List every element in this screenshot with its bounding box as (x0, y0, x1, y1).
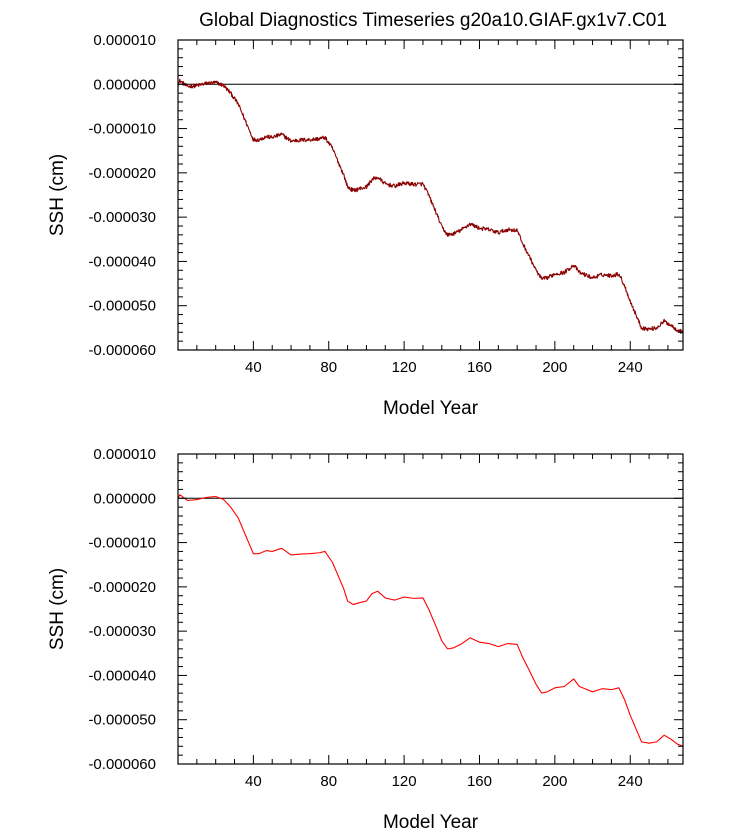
plot-frame (177, 39, 684, 351)
x-tick-label: 40 (245, 773, 262, 790)
x-axis-title: Model Year (383, 398, 479, 419)
x-tick-label: 40 (245, 359, 262, 376)
x-tick-label: 160 (467, 359, 492, 376)
x-tick-label: 200 (542, 359, 567, 376)
x-axis-title: Model Year (383, 812, 479, 833)
y-tick-label: -0.000030 (88, 623, 156, 640)
x-tick-label: 160 (467, 773, 492, 790)
y-tick-label: -0.000010 (88, 121, 156, 138)
y-tick-label: -0.000050 (88, 298, 156, 315)
x-tick-label: 120 (392, 359, 417, 376)
series-line-top (177, 78, 684, 335)
x-tick-label: 80 (320, 773, 337, 790)
y-tick-label: -0.000040 (88, 667, 156, 684)
y-axis-title: SSH (cm) (47, 568, 68, 650)
y-tick-label: -0.000030 (88, 209, 156, 226)
y-tick-label: -0.000050 (88, 712, 156, 729)
y-tick-label: -0.000010 (88, 535, 156, 552)
top-panel: 40 80 120 160 200 240 0.000010 0.000000 -0.00001… (47, 32, 684, 419)
x-tick-label: 200 (542, 773, 567, 790)
y-tick-label: -0.000020 (88, 579, 156, 596)
y-tick-label: -0.000040 (88, 253, 156, 270)
x-tick-label: 80 (320, 359, 337, 376)
bottom-panel: 40 80 120 160 200 240 0.000010 0.000000 -0.00001… (47, 446, 684, 833)
x-tick-label: 240 (618, 773, 643, 790)
x-tick-label: 240 (618, 359, 643, 376)
y-tick-label: 0.000010 (93, 446, 156, 463)
series-line-bottom (177, 494, 684, 747)
y-tick-label: 0.000000 (93, 490, 156, 507)
x-tick-label: 120 (392, 773, 417, 790)
y-axis-title: SSH (cm) (47, 154, 68, 236)
plot-frame (177, 453, 684, 765)
y-tick-label: 0.000010 (93, 32, 156, 49)
y-tick-label: 0.000000 (93, 76, 156, 93)
main-title: Global Diagnostics Timeseries g20a10.GIA… (199, 10, 667, 31)
y-tick-label: -0.000060 (88, 342, 156, 359)
y-tick-label: -0.000020 (88, 165, 156, 182)
y-tick-label: -0.000060 (88, 756, 156, 773)
